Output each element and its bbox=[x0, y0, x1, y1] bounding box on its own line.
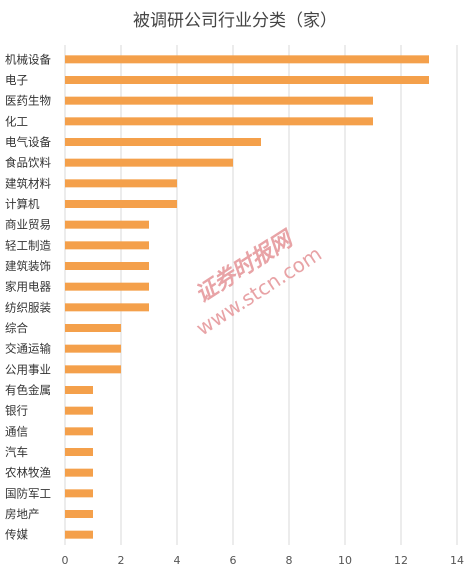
x-tick-label: 14 bbox=[450, 554, 464, 567]
category-label: 建筑装饰 bbox=[5, 259, 51, 273]
category-label: 农林牧渔 bbox=[5, 466, 51, 480]
x-tick-label: 2 bbox=[118, 554, 125, 567]
bar bbox=[65, 158, 233, 167]
category-labels: 机械设备电子医药生物化工电气设备食品饮料建筑材料计算机商业贸易轻工制造建筑装饰家… bbox=[5, 52, 51, 541]
bar bbox=[65, 241, 149, 250]
bar bbox=[65, 55, 429, 64]
category-label: 电气设备 bbox=[5, 135, 51, 149]
bar bbox=[65, 365, 121, 374]
category-label: 综合 bbox=[5, 321, 28, 335]
bar bbox=[65, 303, 149, 312]
bar bbox=[65, 179, 177, 188]
x-tick-label: 4 bbox=[174, 554, 181, 567]
bar bbox=[65, 282, 149, 291]
category-label: 医药生物 bbox=[5, 94, 51, 108]
category-label: 国防军工 bbox=[5, 486, 51, 500]
category-label: 家用电器 bbox=[5, 280, 51, 294]
chart-title: 被调研公司行业分类（家） bbox=[133, 11, 337, 31]
bar bbox=[65, 510, 93, 518]
x-axis-ticks: 0 2 4 6 8 10 12 14 bbox=[62, 554, 465, 567]
category-label: 机械设备 bbox=[5, 52, 51, 66]
category-label: 轻工制造 bbox=[5, 238, 51, 252]
bar bbox=[65, 220, 149, 229]
category-label: 纺织服装 bbox=[5, 300, 51, 314]
bar bbox=[65, 427, 93, 436]
bar bbox=[65, 138, 261, 146]
bar bbox=[65, 406, 93, 415]
category-label: 食品饮料 bbox=[5, 156, 51, 170]
x-tick-label: 0 bbox=[62, 554, 69, 567]
category-label: 房地产 bbox=[5, 507, 40, 521]
bar bbox=[65, 468, 93, 477]
category-label: 有色金属 bbox=[5, 383, 51, 397]
category-label: 电子 bbox=[5, 73, 28, 87]
category-label: 建筑材料 bbox=[5, 176, 51, 190]
x-tick-label: 6 bbox=[230, 554, 237, 567]
x-tick-label: 8 bbox=[286, 554, 293, 567]
bar bbox=[65, 262, 149, 270]
x-tick-label: 10 bbox=[338, 554, 352, 567]
category-label: 通信 bbox=[5, 424, 28, 438]
bar bbox=[65, 200, 177, 208]
bar bbox=[65, 530, 93, 539]
category-label: 公用事业 bbox=[5, 362, 51, 376]
category-label: 计算机 bbox=[5, 197, 40, 211]
category-label: 银行 bbox=[5, 404, 28, 418]
bar bbox=[65, 76, 429, 84]
bar bbox=[65, 344, 121, 353]
category-label: 交通运输 bbox=[5, 342, 51, 356]
bar bbox=[65, 448, 93, 456]
grid-lines bbox=[64, 45, 458, 545]
category-label: 传媒 bbox=[5, 528, 28, 542]
category-label: 汽车 bbox=[5, 445, 28, 459]
bars bbox=[65, 55, 429, 539]
bar bbox=[65, 489, 93, 498]
bar bbox=[65, 324, 121, 332]
x-tick-label: 12 bbox=[394, 554, 408, 567]
category-label: 化工 bbox=[5, 114, 28, 128]
category-label: 商业贸易 bbox=[5, 218, 51, 232]
bar bbox=[65, 386, 93, 394]
bar bbox=[65, 117, 373, 126]
watermark: 证券时报网 www.stcn.com bbox=[191, 226, 326, 341]
bar bbox=[65, 96, 373, 105]
